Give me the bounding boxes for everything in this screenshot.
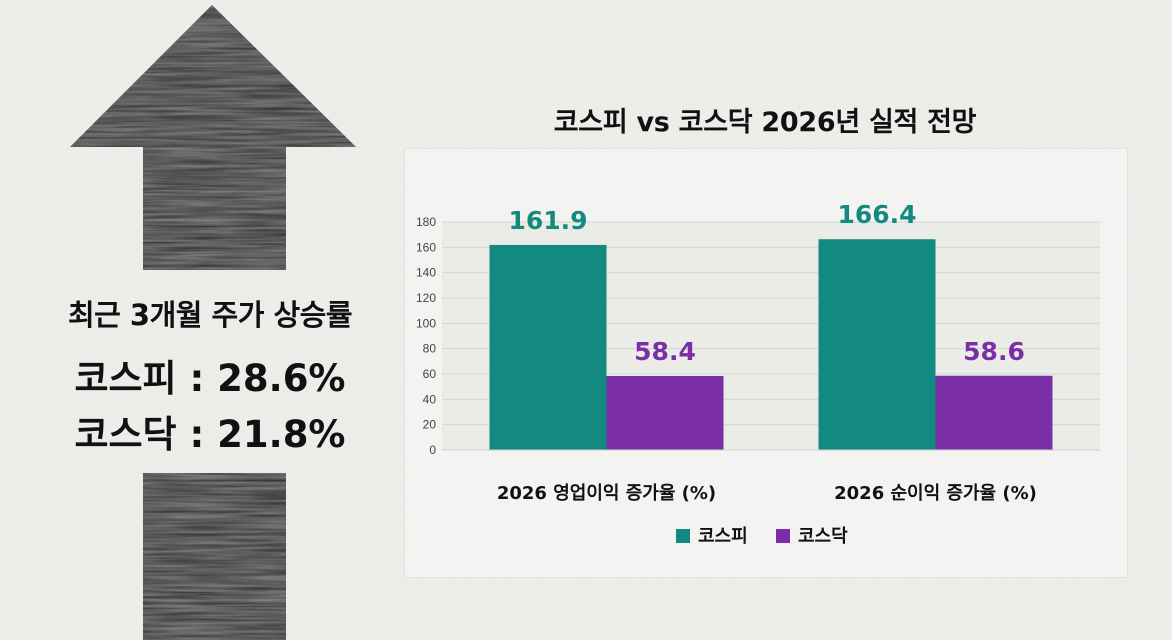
data-label: 166.4 — [837, 200, 916, 229]
y-tick-label: 20 — [423, 418, 437, 432]
y-tick-label: 40 — [423, 392, 437, 406]
x-category-label: 2026 순이익 증가율 (%) — [834, 483, 1037, 504]
data-label: 58.4 — [634, 337, 696, 366]
legend-label: 코스피 — [698, 526, 748, 547]
x-category-label: 2026 영업이익 증가율 (%) — [497, 483, 716, 504]
kospi-rise-rate: 코스피 : 28.6% — [74, 357, 346, 400]
y-tick-label: 0 — [429, 443, 436, 457]
side-panel-title: 최근 3개월 주가 상승률 — [67, 298, 353, 332]
y-tick-label: 120 — [416, 291, 436, 305]
data-label: 161.9 — [508, 206, 587, 235]
up-arrow-icon — [70, 5, 356, 640]
bar-코스피-1 — [818, 239, 936, 450]
bar-코스닥-1 — [935, 375, 1053, 450]
y-tick-label: 160 — [416, 240, 436, 254]
bar-코스피-0 — [489, 244, 607, 450]
legend-swatch-코스닥 — [776, 529, 790, 543]
data-label: 58.6 — [963, 337, 1025, 366]
legend-label: 코스닥 — [798, 526, 848, 547]
y-tick-label: 80 — [423, 342, 437, 356]
y-tick-label: 60 — [423, 367, 437, 381]
chart-title: 코스피 vs 코스닥 2026년 실적 전망 — [553, 107, 977, 138]
bar-코스닥-0 — [606, 376, 724, 450]
y-tick-label: 180 — [416, 215, 436, 229]
y-tick-label: 100 — [416, 316, 436, 330]
kosdaq-rise-rate: 코스닥 : 21.8% — [74, 413, 346, 456]
y-tick-label: 140 — [416, 266, 436, 280]
legend-swatch-코스피 — [676, 529, 690, 543]
